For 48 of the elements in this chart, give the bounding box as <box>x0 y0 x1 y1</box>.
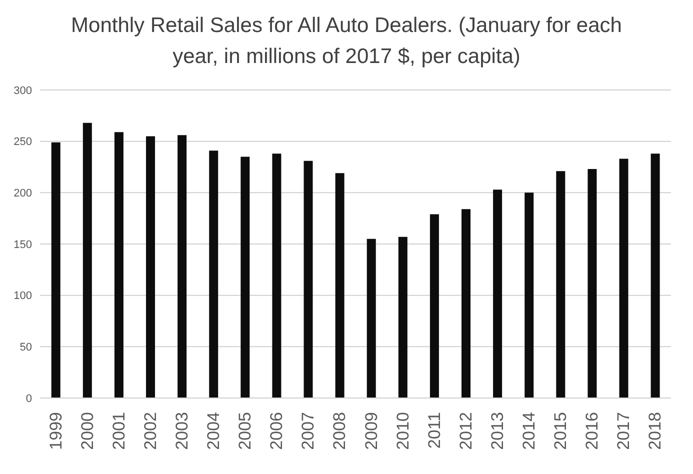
y-tick-label: 0 <box>26 392 32 405</box>
bar <box>82 122 92 398</box>
chart-title: Monthly Retail Sales for All Auto Dealers. (January for each year, in millions of 2017 $, per capita) <box>70 13 623 70</box>
bar <box>335 173 344 398</box>
y-tick-label: 100 <box>14 290 32 302</box>
bar <box>146 136 156 398</box>
bar <box>114 132 124 398</box>
bar <box>650 154 660 398</box>
y-tick-label: 300 <box>14 84 32 97</box>
bar <box>398 236 408 398</box>
bar <box>462 209 471 398</box>
x-tick-label: 2006 <box>267 412 286 450</box>
x-tick-label: 2005 <box>236 412 255 450</box>
x-tick-label: 2010 <box>393 412 412 450</box>
bar <box>240 156 250 398</box>
x-tick-label: 2016 <box>582 412 602 450</box>
x-tick-label: 2007 <box>298 412 318 450</box>
bar <box>272 154 282 398</box>
y-tick-label: 50 <box>20 342 32 354</box>
x-tick-label: 2012 <box>456 412 476 450</box>
bar <box>524 192 534 398</box>
bar <box>304 160 313 398</box>
bar <box>430 214 439 398</box>
x-tick-label: 2004 <box>204 412 224 450</box>
x-tick-label: 2002 <box>140 412 160 450</box>
y-tick-label: 150 <box>14 238 32 251</box>
bar <box>178 135 187 398</box>
bar <box>209 150 218 398</box>
x-tick-label: 2009 <box>362 412 381 450</box>
x-tick-label: 2008 <box>330 412 350 450</box>
x-tick-label: 2013 <box>488 412 507 450</box>
bar <box>619 158 628 398</box>
x-tick-label: 2003 <box>172 412 192 450</box>
bar <box>588 169 597 398</box>
y-tick-label: 250 <box>14 136 32 148</box>
x-tick-label: 2014 <box>520 412 539 450</box>
y-tick-label: 200 <box>14 188 32 200</box>
x-tick-label: 1999 <box>46 412 66 450</box>
bar <box>51 142 60 398</box>
bar <box>493 190 502 398</box>
bar <box>556 171 566 398</box>
x-tick-label: 2015 <box>551 412 570 450</box>
bar <box>366 238 376 398</box>
x-tick-label: 2000 <box>78 412 97 450</box>
x-tick-label: 2011 <box>424 412 444 449</box>
x-tick-label: 2017 <box>614 412 634 450</box>
x-tick-label: 2001 <box>109 412 128 450</box>
x-tick-label: 2018 <box>646 412 665 450</box>
